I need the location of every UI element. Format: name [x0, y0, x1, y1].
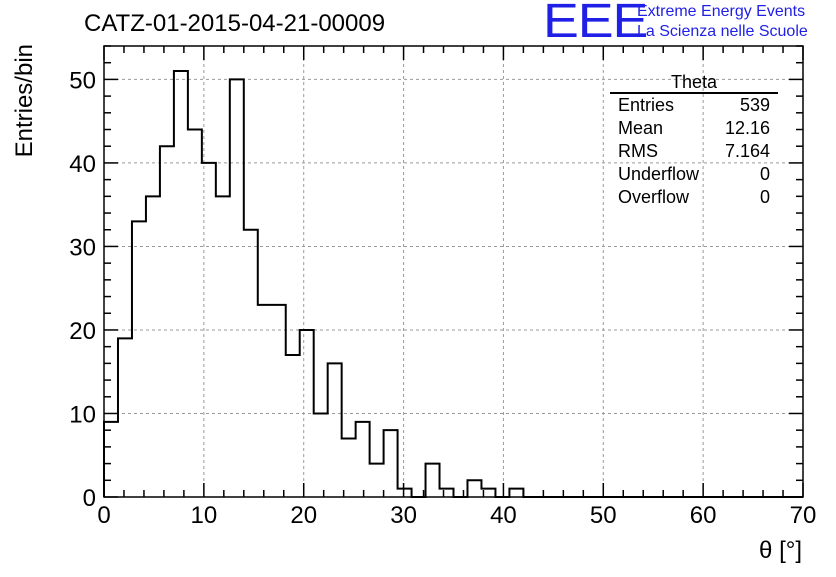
- grid-lines: [104, 46, 803, 497]
- stats-box-title: Theta: [610, 72, 778, 94]
- y-tick-label: 20: [69, 318, 96, 345]
- stat-value: 0: [759, 164, 770, 184]
- y-tick-label: 0: [83, 485, 96, 512]
- stat-value: 539: [739, 95, 770, 115]
- y-tick-label: 50: [69, 67, 96, 94]
- x-tick-label: 70: [790, 502, 817, 529]
- y-axis-label: Entries/bin: [11, 44, 38, 157]
- x-tick-label: 0: [97, 502, 110, 529]
- y-tick-label: 10: [69, 401, 96, 428]
- x-tick-label: 60: [690, 502, 717, 529]
- y-tick-label: 30: [69, 234, 96, 261]
- stat-row-entries: Entries 539: [610, 94, 778, 117]
- y-tick-label: 40: [69, 151, 96, 178]
- stat-row-overflow: Overflow 0: [610, 186, 778, 209]
- axes: [103, 45, 804, 498]
- stat-label: Entries: [618, 95, 675, 115]
- stat-value: 0: [759, 187, 770, 207]
- eee-logo-mark: EEE: [543, 0, 648, 48]
- stat-value: 12.16: [724, 118, 770, 138]
- plot-frame: [103, 45, 804, 498]
- logo-tagline-1: Extreme Energy Events: [637, 3, 806, 20]
- x-tick-label: 40: [490, 502, 517, 529]
- x-tick-label: 20: [290, 502, 317, 529]
- stat-row-mean: Mean 12.16: [610, 117, 778, 140]
- x-axis-label: θ [°]: [759, 537, 802, 564]
- x-tick-label: 50: [590, 502, 617, 529]
- tick-labels: 0 10 20 30 40 50 60 70 0 10 20 30 40 50: [69, 67, 816, 529]
- x-tick-label: 10: [191, 502, 218, 529]
- stat-label: RMS: [618, 141, 658, 161]
- run-title: CATZ-01-2015-04-21-00009: [84, 10, 386, 37]
- logo-tagline-2: La Scienza nelle Scuole: [637, 23, 808, 40]
- stat-label: Mean: [618, 118, 664, 138]
- stat-value: 7.164: [724, 141, 770, 161]
- stat-row-underflow: Underflow 0: [610, 163, 778, 186]
- stat-label: Overflow: [618, 187, 690, 207]
- stat-row-rms: RMS 7.164: [610, 140, 778, 163]
- statistics-box: Theta Entries 539 Mean 12.16 RMS 7.164 U…: [610, 72, 778, 209]
- eee-logo: EEE Extreme Energy Events La Scienza nel…: [543, 0, 836, 46]
- x-tick-label: 30: [390, 502, 417, 529]
- stat-label: Underflow: [618, 164, 700, 184]
